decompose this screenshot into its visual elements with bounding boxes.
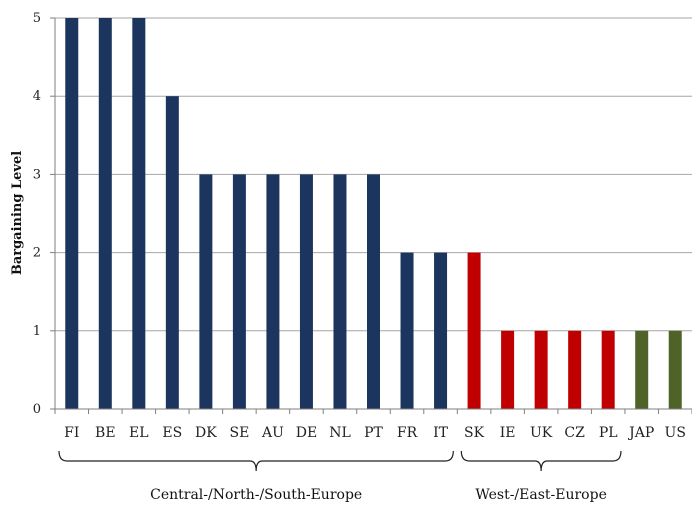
y-tick-label: 0 xyxy=(33,402,41,417)
y-tick-labels: 0 1 2 3 4 5 xyxy=(33,11,41,417)
x-tick-label: JAP xyxy=(627,425,654,441)
y-tick-label: 1 xyxy=(33,324,41,339)
group-brace xyxy=(59,451,453,471)
bar-uk xyxy=(535,331,548,409)
x-tick-label: CZ xyxy=(564,425,585,441)
bar-au xyxy=(266,174,279,409)
bar-jap xyxy=(635,331,648,409)
x-tick-label: FR xyxy=(397,425,418,441)
x-tick-label: IT xyxy=(433,425,449,441)
bar-cz xyxy=(568,331,581,409)
group-label: West-/East-Europe xyxy=(475,487,607,503)
y-tick-label: 2 xyxy=(33,246,41,261)
group-braces: Central-/North-/South-Europe West-/East-E… xyxy=(59,451,621,503)
group-brace xyxy=(461,451,621,471)
x-tick-label: FI xyxy=(64,425,79,441)
x-tick-label: DE xyxy=(296,425,317,441)
y-tick-label: 5 xyxy=(33,11,41,26)
bar-de xyxy=(300,174,313,409)
bar-sk xyxy=(468,253,481,409)
group-label: Central-/North-/South-Europe xyxy=(150,487,362,503)
bar-it xyxy=(434,253,447,409)
x-tick-label: SK xyxy=(464,425,485,441)
x-tick-label: US xyxy=(665,425,686,441)
bar-fi xyxy=(65,18,78,409)
x-tick-label: BE xyxy=(95,425,116,441)
bar-be xyxy=(99,18,112,409)
x-tick-label: PT xyxy=(364,425,383,441)
x-tick-label: AU xyxy=(261,425,284,441)
x-tick-label: ES xyxy=(162,425,182,441)
bar-se xyxy=(233,174,246,409)
x-tick-label: SE xyxy=(229,425,249,441)
y-tick-label: 4 xyxy=(33,89,41,104)
bar-pl xyxy=(602,331,615,409)
x-tick-label: NL xyxy=(329,425,351,441)
x-tick-label: EL xyxy=(129,425,149,441)
bar-ie xyxy=(501,331,514,409)
x-tick-labels: FI BE EL ES DK SE AU DE NL PT FR IT SK IE UK CZ PL JAP US xyxy=(64,425,686,441)
y-tick-label: 3 xyxy=(33,167,41,182)
bar-fr xyxy=(401,253,414,409)
bars xyxy=(65,18,681,409)
bar-dk xyxy=(199,174,212,409)
x-tick-label: IE xyxy=(500,425,516,441)
bar-pt xyxy=(367,174,380,409)
bar-nl xyxy=(333,174,346,409)
bar-us xyxy=(669,331,682,409)
x-tick-label: PL xyxy=(599,425,618,441)
x-tick-label: DK xyxy=(195,425,217,441)
y-axis-label: Bargaining Level xyxy=(10,151,25,275)
bar-es xyxy=(166,96,179,409)
x-tick-label: UK xyxy=(530,425,553,441)
bar-el xyxy=(132,18,145,409)
